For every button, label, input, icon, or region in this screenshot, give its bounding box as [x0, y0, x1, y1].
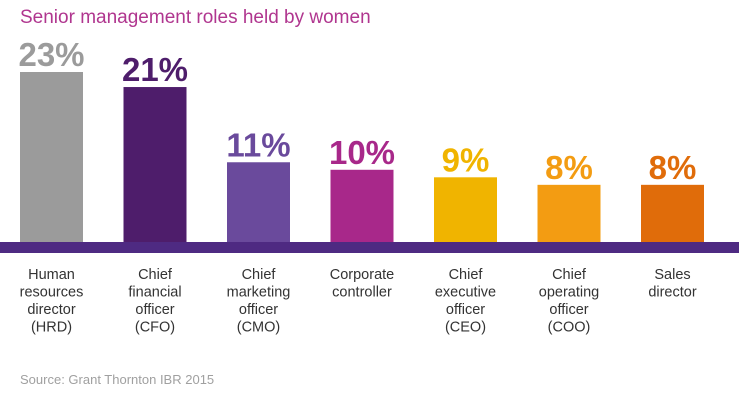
- source-note: Source: Grant Thornton IBR 2015: [20, 372, 215, 387]
- value-label-5: 8%: [545, 149, 593, 186]
- value-label-0: 23%: [18, 36, 84, 73]
- category-label-5: Chief operating officer (COO): [539, 267, 599, 336]
- value-label-2: 11%: [226, 126, 290, 163]
- baseline-band: [0, 242, 739, 253]
- category-label-0: Human resources director (HRD): [20, 267, 84, 336]
- category-label-6: Sales director: [648, 267, 697, 301]
- category-labels-group: Human resources director (HRD) Chief financia…: [20, 267, 697, 336]
- bar-5: [537, 184, 601, 245]
- category-label-2: Chief marketing officer (CMO): [227, 267, 291, 336]
- bar-6: [641, 184, 704, 245]
- category-label-3: Corporate controller: [330, 267, 394, 301]
- value-label-1: 21%: [122, 51, 188, 88]
- value-label-4: 9%: [442, 141, 490, 178]
- bar-0: [20, 72, 83, 245]
- value-label-3: 10%: [329, 134, 395, 171]
- bars-group: [20, 72, 704, 245]
- bar-1: [123, 87, 187, 245]
- value-label-6: 8%: [649, 149, 697, 186]
- bar-3: [330, 169, 394, 245]
- category-label-4: Chief executive officer (CEO): [435, 267, 496, 336]
- bar-chart: 23% 21% 11% 10% 9% 8% 8% Human resources directo…: [0, 36, 739, 336]
- bar-2: [227, 162, 290, 245]
- value-labels-group: 23% 21% 11% 10% 9% 8% 8%: [18, 36, 696, 186]
- category-label-1: Chief financial officer (CFO): [128, 267, 181, 336]
- bar-4: [434, 177, 497, 245]
- chart-title: Senior management roles held by women: [20, 7, 371, 28]
